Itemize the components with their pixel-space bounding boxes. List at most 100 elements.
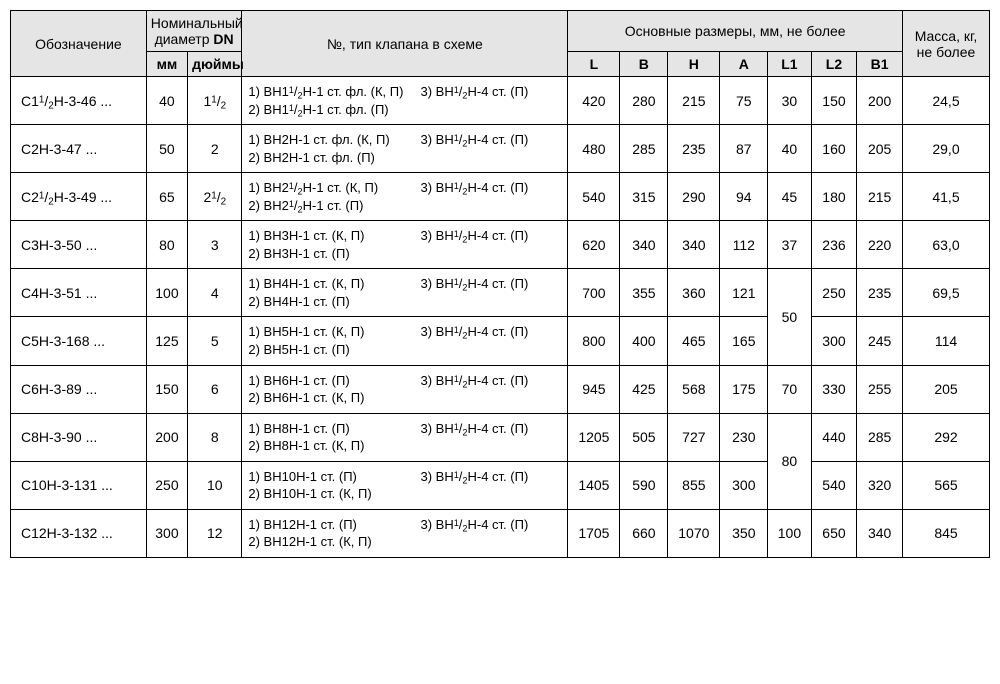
cell: 290 [668,173,720,221]
cell: 440 [811,413,857,461]
cell: 205 [857,125,903,173]
cell: 300 [146,509,187,557]
cell: 660 [620,509,668,557]
cell: 180 [811,173,857,221]
cell: 855 [668,461,720,509]
cell: 355 [620,269,668,317]
table-row: С6Н-3-89 ...15061) ВН6Н-1 ст. (П)2) ВН6Н… [11,365,990,413]
cell: 30 [768,77,811,125]
cell: 121 [720,269,768,317]
cell: 425 [620,365,668,413]
cell: 330 [811,365,857,413]
valve-cell: 1) ВН2Н-1 ст. фл. (К, П)2) ВН2Н-1 ст. фл… [242,125,568,173]
cell: 565 [902,461,989,509]
valve-cell: 1) ВН21/2Н-1 ст. (К, П)2) ВН21/2Н-1 ст. … [242,173,568,221]
hdr-valve-type: №, тип клапана в схеме [242,11,568,77]
table-row: С8Н-3-90 ...20081) ВН8Н-1 ст. (П)2) ВН8Н… [11,413,990,461]
valve-cell: 1) ВН11/2Н-1 ст. фл. (К, П)2) ВН11/2Н-1 … [242,77,568,125]
hdr-L2: L2 [811,52,857,77]
cell: 400 [620,317,668,365]
cell: 8 [188,413,242,461]
hdr-mm: мм [146,52,187,77]
hdr-dn-bold: DN [213,31,233,47]
valve-cell: 1) ВН4Н-1 ст. (К, П)2) ВН4Н-1 ст. (П)3) … [242,269,568,317]
cell: 150 [811,77,857,125]
cell: 114 [902,317,989,365]
cell: 10 [188,461,242,509]
table-row: С12Н-3-132 ...300121) ВН12Н-1 ст. (П)2) … [11,509,990,557]
cell: 1405 [568,461,620,509]
cell: 540 [811,461,857,509]
cell: 63,0 [902,221,989,269]
hdr-mass: Масса, кг, не более [902,11,989,77]
cell: 300 [811,317,857,365]
cell: 845 [902,509,989,557]
cell: 24,5 [902,77,989,125]
table-row: С2Н-3-47 ...5021) ВН2Н-1 ст. фл. (К, П)2… [11,125,990,173]
cell: 1070 [668,509,720,557]
cell: С12Н-3-132 ... [11,509,147,557]
cell: С10Н-3-131 ... [11,461,147,509]
cell: С21/2Н-3-49 ... [11,173,147,221]
cell: 215 [857,173,903,221]
cell: 37 [768,221,811,269]
cell: 360 [668,269,720,317]
cell: 69,5 [902,269,989,317]
valve-cell: 1) ВН3Н-1 ст. (К, П)2) ВН3Н-1 ст. (П)3) … [242,221,568,269]
cell: 235 [668,125,720,173]
hdr-B1: B1 [857,52,903,77]
cell: 4 [188,269,242,317]
cell: 205 [902,365,989,413]
cell: 620 [568,221,620,269]
cell: 40 [146,77,187,125]
cell: 80 [146,221,187,269]
cell: 1205 [568,413,620,461]
cell: 160 [811,125,857,173]
hdr-H: H [668,52,720,77]
valve-cell: 1) ВН5Н-1 ст. (К, П)2) ВН5Н-1 ст. (П)3) … [242,317,568,365]
cell: 250 [146,461,187,509]
cell: 175 [720,365,768,413]
cell: 200 [146,413,187,461]
cell: 465 [668,317,720,365]
cell: 230 [720,413,768,461]
cell: 292 [902,413,989,461]
table-row: С4Н-3-51 ...10041) ВН4Н-1 ст. (К, П)2) В… [11,269,990,317]
cell: 2 [188,125,242,173]
cell: 420 [568,77,620,125]
valve-cell: 1) ВН6Н-1 ст. (П)2) ВН6Н-1 ст. (К, П)3) … [242,365,568,413]
cell: 200 [857,77,903,125]
table-row: С11/2Н-3-46 ...4011/21) ВН11/2Н-1 ст. фл… [11,77,990,125]
table-row: С21/2Н-3-49 ...6521/21) ВН21/2Н-1 ст. (К… [11,173,990,221]
hdr-B: B [620,52,668,77]
cell: 300 [720,461,768,509]
cell: 245 [857,317,903,365]
cell: 70 [768,365,811,413]
cell: С8Н-3-90 ... [11,413,147,461]
cell: 285 [620,125,668,173]
spec-table: Обозначение Номинальный диаметр DN №, ти… [10,10,990,558]
table-row: С3Н-3-50 ...8031) ВН3Н-1 ст. (К, П)2) ВН… [11,221,990,269]
cell: 29,0 [902,125,989,173]
cell: С11/2Н-3-46 ... [11,77,147,125]
cell: 340 [857,509,903,557]
cell: 80 [768,413,811,509]
cell: 540 [568,173,620,221]
cell: 280 [620,77,668,125]
hdr-L: L [568,52,620,77]
table-row: С5Н-3-168 ...12551) ВН5Н-1 ст. (К, П)2) … [11,317,990,365]
cell: С3Н-3-50 ... [11,221,147,269]
cell: 45 [768,173,811,221]
cell: 800 [568,317,620,365]
hdr-nominal-dia: Номинальный диаметр DN [146,11,242,52]
cell: 727 [668,413,720,461]
cell: 235 [857,269,903,317]
cell: 100 [768,509,811,557]
cell: 11/2 [188,77,242,125]
cell: 21/2 [188,173,242,221]
cell: 285 [857,413,903,461]
cell: 1705 [568,509,620,557]
cell: 505 [620,413,668,461]
table-row: С10Н-3-131 ...250101) ВН10Н-1 ст. (П)2) … [11,461,990,509]
hdr-mass-line1: Масса, кг, [915,28,978,44]
